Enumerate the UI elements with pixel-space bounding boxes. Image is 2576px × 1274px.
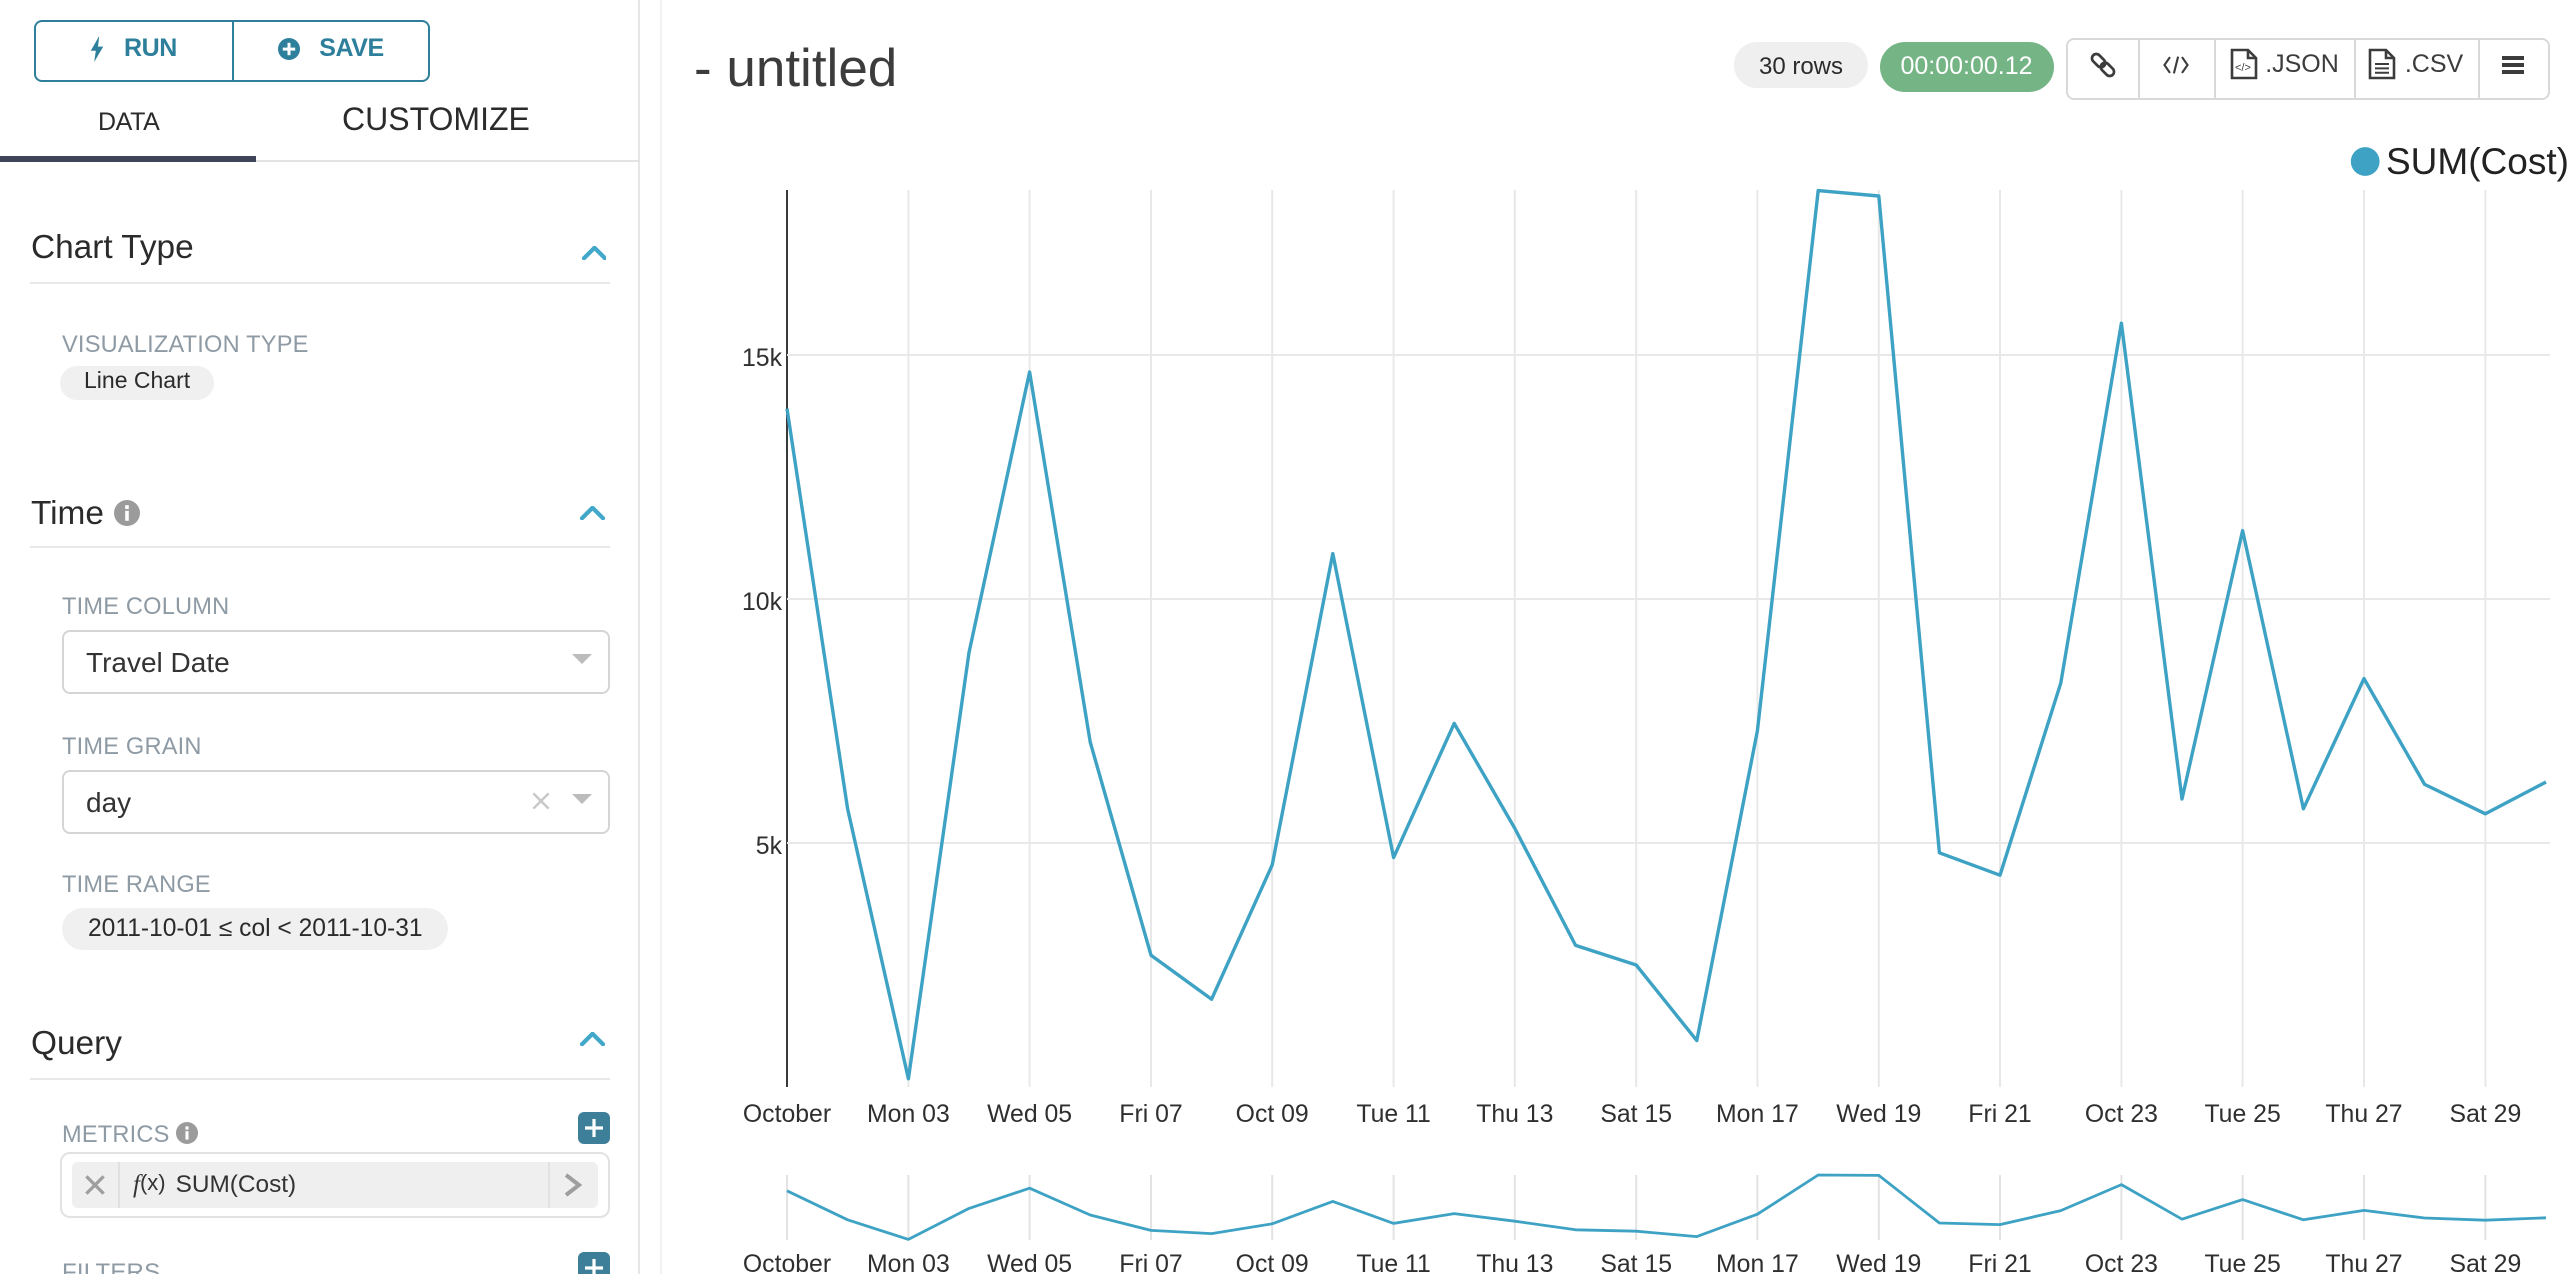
svg-text:Fri 21: Fri 21 bbox=[1968, 1101, 2031, 1128]
svg-text:Oct 09: Oct 09 bbox=[1236, 1251, 1309, 1274]
svg-text:Tue 11: Tue 11 bbox=[1356, 1251, 1430, 1274]
svg-text:Sat 15: Sat 15 bbox=[1600, 1251, 1672, 1274]
svg-text:Mon 17: Mon 17 bbox=[1716, 1251, 1799, 1274]
svg-text:Thu 27: Thu 27 bbox=[2325, 1101, 2402, 1128]
svg-text:October: October bbox=[743, 1251, 831, 1274]
svg-text:Fri 07: Fri 07 bbox=[1119, 1101, 1182, 1128]
svg-text:Wed 05: Wed 05 bbox=[987, 1101, 1072, 1128]
svg-text:Oct 09: Oct 09 bbox=[1236, 1101, 1309, 1128]
svg-text:Oct 23: Oct 23 bbox=[2085, 1251, 2158, 1274]
svg-text:Sat 29: Sat 29 bbox=[2450, 1251, 2522, 1274]
svg-text:Wed 19: Wed 19 bbox=[1836, 1251, 1921, 1274]
svg-text:Wed 05: Wed 05 bbox=[987, 1251, 1072, 1274]
svg-text:Thu 27: Thu 27 bbox=[2325, 1251, 2402, 1274]
svg-text:Tue 25: Tue 25 bbox=[2204, 1251, 2280, 1274]
svg-text:10k: 10k bbox=[742, 589, 783, 616]
svg-text:Mon 17: Mon 17 bbox=[1716, 1101, 1799, 1128]
svg-text:Tue 25: Tue 25 bbox=[2204, 1101, 2280, 1128]
svg-text:Thu 13: Thu 13 bbox=[1476, 1101, 1553, 1128]
svg-text:</>: </> bbox=[2234, 62, 2250, 74]
svg-text:Sat 29: Sat 29 bbox=[2450, 1101, 2522, 1128]
svg-text:Wed 19: Wed 19 bbox=[1836, 1101, 1921, 1128]
svg-text:SUM(Cost): SUM(Cost) bbox=[2386, 141, 2569, 182]
svg-text:15k: 15k bbox=[742, 345, 783, 372]
svg-text:5k: 5k bbox=[756, 833, 783, 860]
svg-text:October: October bbox=[743, 1101, 831, 1128]
svg-text:Mon 03: Mon 03 bbox=[867, 1251, 950, 1274]
svg-text:Mon 03: Mon 03 bbox=[867, 1101, 950, 1128]
svg-text:Oct 23: Oct 23 bbox=[2085, 1101, 2158, 1128]
svg-text:Fri 21: Fri 21 bbox=[1968, 1251, 2031, 1274]
svg-text:Fri 07: Fri 07 bbox=[1119, 1251, 1182, 1274]
svg-text:Thu 13: Thu 13 bbox=[1476, 1251, 1553, 1274]
svg-text:Tue 11: Tue 11 bbox=[1356, 1101, 1430, 1128]
svg-text:Sat 15: Sat 15 bbox=[1600, 1101, 1672, 1128]
